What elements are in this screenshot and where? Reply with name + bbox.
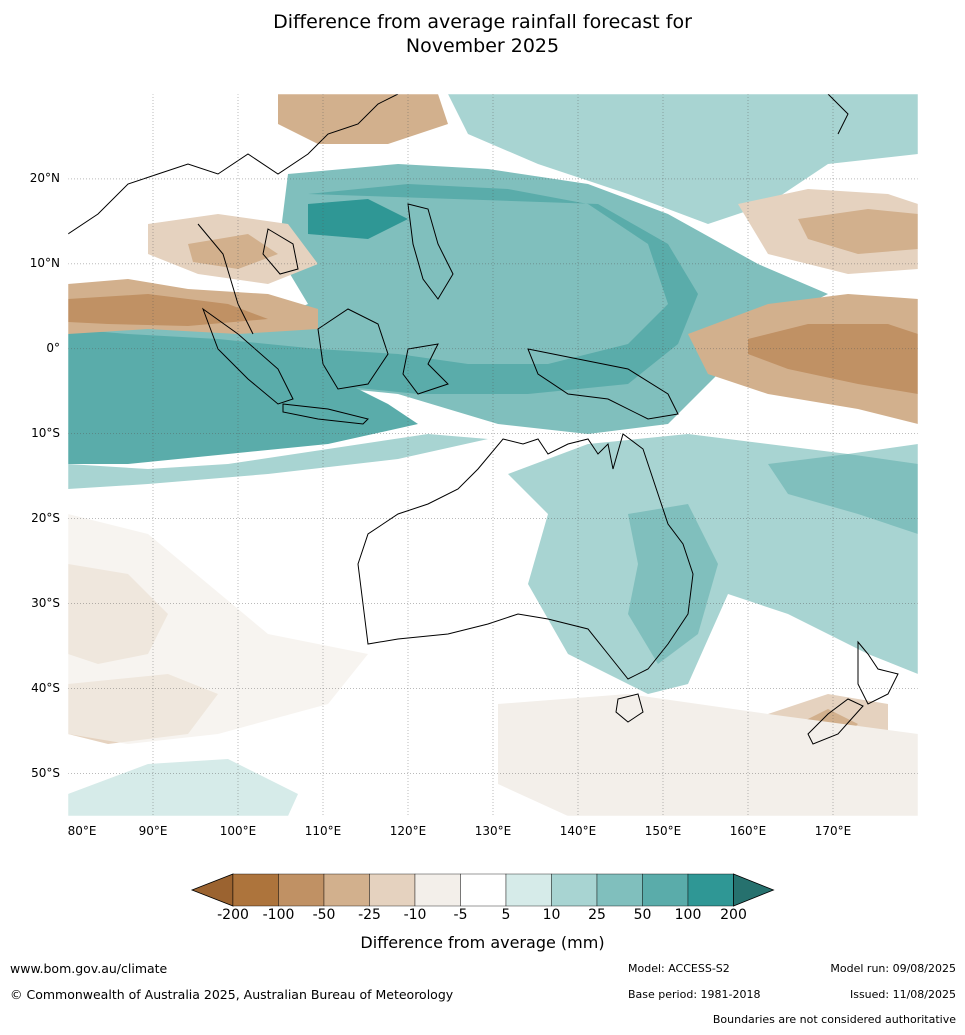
map-title: Difference from average rainfall forecas… <box>0 10 965 58</box>
latitude-label: 10°N <box>29 255 60 270</box>
legend-swatch <box>369 873 416 907</box>
legend-swatch <box>642 873 689 907</box>
coast-new-guinea <box>527 348 679 420</box>
longitude-label: 100°E <box>219 824 257 838</box>
legend-swatch <box>505 873 552 907</box>
longitude-label: 170°E <box>814 824 852 838</box>
latitude-label: 30°S <box>31 595 60 610</box>
footer-model-run: Model run: 09/08/2025 <box>830 962 956 975</box>
coast-australia <box>357 433 694 680</box>
latitude-label: 20°S <box>31 510 60 525</box>
legend-arrow-low <box>190 873 234 907</box>
longitude-label: 150°E <box>644 824 682 838</box>
legend-tick-label: 10 <box>542 907 561 923</box>
legend-swatch <box>596 873 643 907</box>
coast-java <box>282 403 369 425</box>
coast-nz-north <box>857 640 899 705</box>
legend-tick-label: -25 <box>358 907 381 923</box>
coast-philippines <box>407 203 454 300</box>
anomaly-shading <box>68 94 918 816</box>
shade-maritime-wet-mid <box>68 184 698 394</box>
legend-swatch <box>232 873 279 907</box>
shade-australia-wet-inner <box>628 504 718 664</box>
shade-mainland-dry-core <box>188 234 278 269</box>
footer-copyright: © Commonwealth of Australia 2025, Austra… <box>10 987 454 1002</box>
longitude-label: 80°E <box>67 824 97 838</box>
footer-base-period: Base period: 1981-2018 <box>628 988 761 1001</box>
shade-north-pacific-dry-core <box>798 209 918 254</box>
title-line-1: Difference from average rainfall forecas… <box>273 11 692 33</box>
shade-south-ocean-faint <box>498 694 918 816</box>
latitude-label: 40°S <box>31 680 60 695</box>
coast-mainland-asia <box>68 94 399 335</box>
latitude-label: 50°S <box>31 765 60 780</box>
legend-tick-label: 200 <box>720 907 747 923</box>
coast-sulawesi <box>402 343 449 395</box>
longitude-label: 140°E <box>559 824 597 838</box>
shade-south-ocean-wet <box>68 759 298 816</box>
legend-swatch <box>323 873 370 907</box>
coast-sumatra <box>201 307 294 405</box>
legend-tick-label: 50 <box>633 907 652 923</box>
legend-tick-label: 5 <box>501 907 511 923</box>
title-line-2: November 2025 <box>405 35 560 57</box>
rainfall-anomaly-map <box>68 94 918 816</box>
legend-arrow-high <box>733 873 775 907</box>
legend-tick-label: -10 <box>403 907 427 923</box>
shade-north-pacific-wet <box>448 94 918 224</box>
shade-south-faint <box>68 514 368 744</box>
coast-borneo <box>317 308 389 390</box>
longitude-label: 90°E <box>138 824 168 838</box>
legend-swatch <box>414 873 461 907</box>
shade-indian-dry-core <box>68 294 268 326</box>
shade-indian-ocean-edge <box>68 434 488 489</box>
longitude-label: 160°E <box>729 824 767 838</box>
legend-tick-label: -5 <box>453 907 468 923</box>
latitude-label: 0° <box>46 340 60 355</box>
coast-nz-south <box>807 698 864 745</box>
shade-tasman-wet <box>768 454 918 534</box>
legend-swatch <box>460 873 507 907</box>
footer-model: Model: ACCESS-S2 <box>628 962 730 975</box>
legend-tick-label: 100 <box>674 907 702 923</box>
footer-boundaries: Boundaries are not considered authoritat… <box>712 1013 956 1026</box>
coast-tasmania <box>615 693 644 723</box>
coast-japan <box>827 94 849 135</box>
latitude-label: 20°N <box>29 170 60 185</box>
legend-tick-label: -100 <box>262 907 295 923</box>
legend-tick-label: -200 <box>217 907 249 923</box>
shade-maritime-wet-core <box>308 199 408 239</box>
legend-swatch <box>551 873 598 907</box>
legend-tick-label: -50 <box>312 907 336 923</box>
legend-swatch <box>687 873 734 907</box>
footer-issued: Issued: 11/08/2025 <box>849 988 956 1001</box>
longitude-label: 130°E <box>474 824 512 838</box>
legend-colorbar <box>190 873 775 907</box>
legend-tick-label: 25 <box>588 907 606 923</box>
latitude-label: 10°S <box>31 425 60 440</box>
footer-website[interactable]: www.bom.gov.au/climate <box>10 961 168 976</box>
legend-title: Difference from average (mm) <box>360 933 605 952</box>
graticule <box>68 94 918 816</box>
legend-swatch <box>278 873 325 907</box>
longitude-label: 110°E <box>304 824 342 838</box>
longitude-label: 120°E <box>389 824 427 838</box>
coastlines <box>68 94 899 745</box>
